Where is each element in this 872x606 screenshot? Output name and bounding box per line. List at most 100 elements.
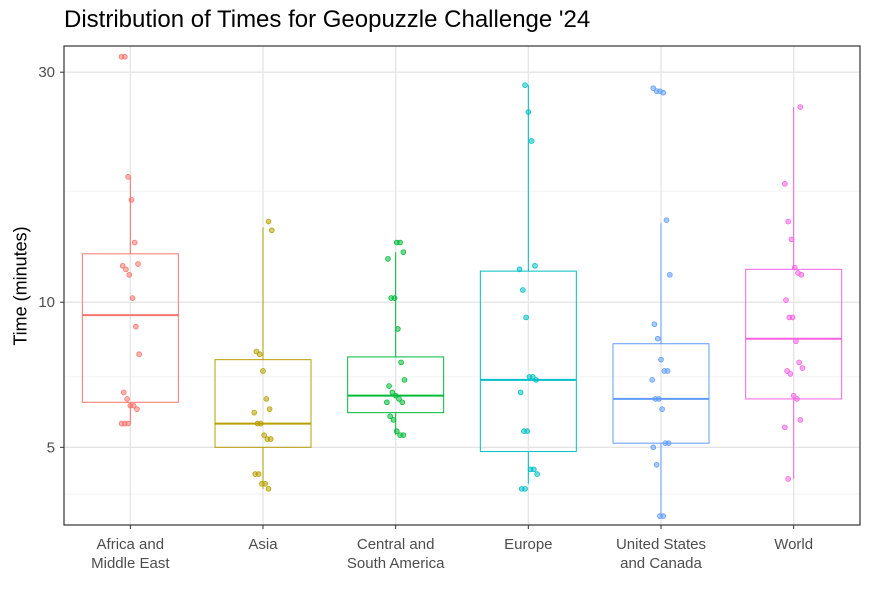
data-point — [397, 239, 403, 246]
data-point — [654, 335, 661, 342]
data-point — [399, 399, 406, 406]
y-tick-label: 5 — [47, 439, 55, 456]
data-point — [655, 396, 662, 402]
data-point — [797, 417, 804, 423]
data-point — [136, 351, 142, 358]
data-point — [392, 392, 399, 399]
data-point — [128, 197, 135, 203]
data-point — [262, 481, 269, 487]
box-body — [612, 343, 710, 444]
data-point — [267, 436, 274, 442]
data-point — [663, 217, 670, 223]
data-point — [389, 389, 396, 396]
data-point — [522, 486, 528, 492]
data-point — [390, 417, 397, 423]
data-point — [789, 314, 796, 321]
data-point — [650, 444, 657, 451]
data-point — [266, 406, 273, 412]
data-point — [385, 256, 391, 262]
data-point — [387, 413, 393, 420]
data-point — [785, 218, 791, 225]
data-point — [788, 236, 795, 243]
data-point — [660, 89, 666, 96]
data-point — [791, 264, 798, 271]
data-point — [122, 53, 128, 60]
data-point — [532, 262, 538, 269]
data-point — [400, 249, 407, 255]
data-point — [261, 432, 267, 438]
box-body — [214, 359, 312, 448]
data-point — [782, 181, 788, 187]
y-tick-label: 10 — [38, 294, 55, 311]
data-point — [660, 513, 666, 519]
data-point — [528, 138, 535, 144]
data-point — [651, 321, 658, 328]
x-tick-label: Europe — [504, 536, 552, 553]
data-point — [664, 368, 671, 374]
data-point — [268, 227, 275, 234]
data-point — [783, 297, 789, 303]
box-layer — [81, 85, 843, 517]
data-point — [796, 359, 802, 366]
data-point — [134, 406, 140, 412]
data-point — [666, 271, 673, 278]
data-point — [797, 104, 804, 110]
data-point — [659, 406, 665, 412]
data-point — [125, 420, 131, 427]
x-tick-label: World — [774, 536, 813, 553]
data-point — [793, 338, 799, 345]
data-point — [130, 402, 137, 409]
data-point — [396, 396, 402, 402]
data-point — [265, 486, 272, 492]
data-point — [525, 109, 532, 115]
data-point — [395, 326, 401, 332]
data-point — [533, 377, 539, 383]
data-point — [119, 262, 126, 269]
data-point — [524, 428, 531, 435]
panel-border — [63, 45, 861, 526]
data-point — [517, 389, 524, 396]
data-point — [398, 359, 404, 366]
data-point — [391, 295, 398, 301]
data-point — [263, 396, 270, 402]
x-tick-label: Middle East — [91, 555, 170, 572]
data-point — [386, 383, 392, 389]
data-point — [135, 261, 141, 267]
data-point — [257, 420, 264, 427]
data-point — [785, 476, 791, 482]
data-point — [401, 377, 408, 383]
data-point — [790, 392, 797, 399]
data-point — [520, 287, 526, 293]
data-point — [522, 82, 528, 88]
data-point — [665, 440, 672, 446]
data-point — [649, 377, 655, 383]
data-point — [794, 396, 800, 402]
box-body — [479, 270, 577, 453]
data-point — [124, 396, 130, 402]
data-point — [131, 239, 138, 246]
data-point — [123, 266, 129, 273]
data-point — [531, 466, 537, 473]
data-point — [384, 399, 390, 406]
data-point — [393, 428, 400, 435]
data-point — [256, 351, 263, 358]
data-point — [523, 314, 529, 321]
box-body — [347, 356, 445, 414]
x-tick-label: South America — [347, 555, 445, 572]
box-body — [81, 253, 179, 403]
y-tick-label: 30 — [38, 64, 55, 81]
data-point — [787, 371, 794, 377]
x-axis: Africa and Middle East Asia Central and Sout… — [91, 525, 813, 572]
point-layer — [118, 53, 806, 519]
data-point — [251, 409, 258, 416]
chart-title: Distribution of Times for Geopuzzle Chal… — [64, 6, 591, 33]
data-point — [126, 271, 133, 278]
data-point — [125, 174, 131, 180]
data-point — [120, 389, 127, 396]
grid-lines — [64, 46, 860, 525]
data-point — [129, 295, 136, 301]
data-point — [516, 266, 523, 273]
x-tick-label: Africa and — [97, 536, 165, 553]
x-tick-label: Central and — [357, 536, 435, 553]
